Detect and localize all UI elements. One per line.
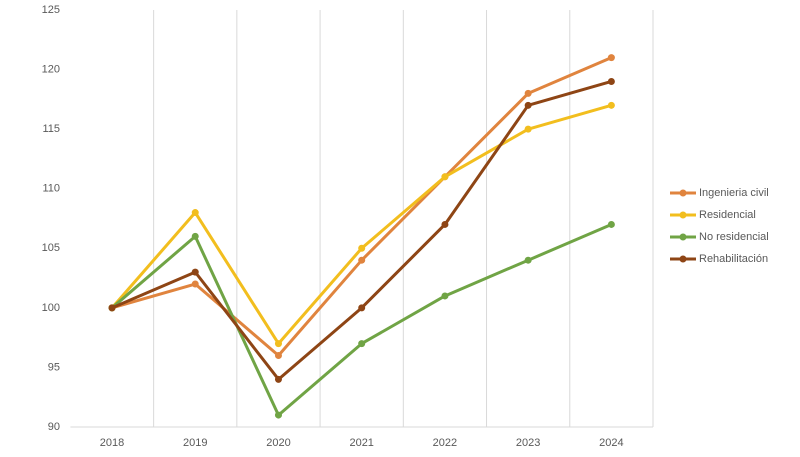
y-tick-label: 115 bbox=[42, 123, 60, 135]
point-marker bbox=[441, 292, 449, 300]
point-marker bbox=[108, 304, 116, 312]
point-marker bbox=[191, 268, 199, 276]
point-marker bbox=[274, 411, 282, 419]
y-tick-label: 90 bbox=[48, 421, 60, 433]
point-marker bbox=[607, 101, 615, 109]
legend-label: Rehabilitación bbox=[699, 253, 768, 265]
y-tick-label: 105 bbox=[42, 242, 60, 254]
point-marker bbox=[441, 173, 449, 181]
y-tick-label: 100 bbox=[42, 302, 60, 314]
legend-marker bbox=[679, 255, 687, 263]
point-marker bbox=[607, 220, 615, 228]
y-tick-label: 120 bbox=[42, 63, 60, 75]
legend-marker bbox=[679, 211, 687, 219]
x-tick-label: 2023 bbox=[516, 437, 540, 449]
x-tick-label: 2019 bbox=[183, 437, 207, 449]
legend-marker bbox=[679, 189, 687, 197]
point-marker bbox=[274, 352, 282, 360]
point-marker bbox=[358, 256, 366, 264]
x-tick-label: 2021 bbox=[349, 437, 373, 449]
point-marker bbox=[358, 304, 366, 312]
y-tick-label: 125 bbox=[42, 4, 60, 16]
x-tick-label: 2022 bbox=[433, 437, 457, 449]
point-marker bbox=[441, 220, 449, 228]
legend-label: No residencial bbox=[699, 231, 769, 243]
x-tick-label: 2018 bbox=[100, 437, 124, 449]
point-marker bbox=[191, 209, 199, 217]
y-tick-label: 95 bbox=[48, 361, 60, 373]
point-marker bbox=[607, 54, 615, 62]
point-marker bbox=[191, 280, 199, 288]
point-marker bbox=[274, 340, 282, 348]
x-tick-label: 2024 bbox=[599, 437, 623, 449]
point-marker bbox=[358, 244, 366, 252]
point-marker bbox=[191, 232, 199, 240]
x-tick-label: 2020 bbox=[266, 437, 290, 449]
point-marker bbox=[524, 125, 532, 133]
point-marker bbox=[524, 101, 532, 109]
point-marker bbox=[524, 256, 532, 264]
point-marker bbox=[274, 375, 282, 383]
point-marker bbox=[524, 89, 532, 97]
legend-label: Residencial bbox=[699, 209, 756, 221]
point-marker bbox=[358, 340, 366, 348]
series-line bbox=[111, 223, 612, 417]
y-tick-label: 110 bbox=[42, 183, 60, 195]
point-marker bbox=[607, 77, 615, 85]
legend-label: Ingenieria civil bbox=[699, 187, 769, 199]
legend-marker bbox=[679, 233, 687, 241]
